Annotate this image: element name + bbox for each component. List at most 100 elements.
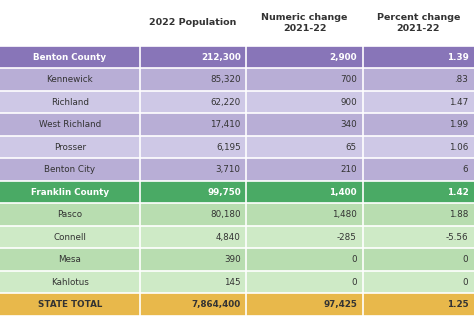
Bar <box>363 248 474 271</box>
Text: Connell: Connell <box>54 233 86 242</box>
Text: 2,900: 2,900 <box>329 52 357 62</box>
Text: Percent change
2021-22: Percent change 2021-22 <box>377 13 460 33</box>
Text: 2022 Population: 2022 Population <box>149 18 237 27</box>
Bar <box>246 248 363 271</box>
Bar <box>246 0 363 46</box>
Text: 212,300: 212,300 <box>201 52 241 62</box>
Text: 1,400: 1,400 <box>329 188 357 197</box>
Bar <box>0 68 140 91</box>
Bar <box>363 136 474 158</box>
Bar <box>140 248 246 271</box>
Text: 900: 900 <box>340 98 357 106</box>
Text: 3,710: 3,710 <box>216 165 241 174</box>
Bar <box>246 204 363 226</box>
Bar <box>246 68 363 91</box>
Bar <box>246 91 363 113</box>
Text: 6,195: 6,195 <box>216 143 241 152</box>
Text: 97,425: 97,425 <box>323 300 357 309</box>
Text: Benton City: Benton City <box>45 165 95 174</box>
Text: 0: 0 <box>463 278 468 287</box>
Text: 340: 340 <box>340 120 357 129</box>
Text: 1.42: 1.42 <box>447 188 468 197</box>
Text: 0: 0 <box>351 255 357 264</box>
Bar <box>0 271 140 294</box>
Bar <box>0 0 140 46</box>
Text: 6: 6 <box>463 165 468 174</box>
Bar <box>363 113 474 136</box>
Bar <box>246 113 363 136</box>
Bar <box>363 294 474 316</box>
Bar <box>363 226 474 248</box>
Bar <box>140 113 246 136</box>
Bar <box>140 181 246 204</box>
Text: 210: 210 <box>340 165 357 174</box>
Text: Mesa: Mesa <box>58 255 82 264</box>
Text: 1.88: 1.88 <box>449 210 468 219</box>
Bar <box>363 158 474 181</box>
Text: Franklin County: Franklin County <box>31 188 109 197</box>
Text: West Richland: West Richland <box>39 120 101 129</box>
Bar <box>0 113 140 136</box>
Text: 0: 0 <box>463 255 468 264</box>
Text: 1,480: 1,480 <box>332 210 357 219</box>
Text: 4,840: 4,840 <box>216 233 241 242</box>
Text: 85,320: 85,320 <box>210 75 241 84</box>
Text: .83: .83 <box>455 75 468 84</box>
Bar <box>140 46 246 68</box>
Text: -285: -285 <box>337 233 357 242</box>
Text: Richland: Richland <box>51 98 89 106</box>
Text: Kahlotus: Kahlotus <box>51 278 89 287</box>
Bar <box>363 0 474 46</box>
Text: 62,220: 62,220 <box>210 98 241 106</box>
Bar <box>363 204 474 226</box>
Text: 1.39: 1.39 <box>447 52 468 62</box>
Bar <box>140 204 246 226</box>
Bar <box>140 226 246 248</box>
Text: 1.06: 1.06 <box>449 143 468 152</box>
Text: 0: 0 <box>351 278 357 287</box>
Bar <box>246 136 363 158</box>
Text: 1.47: 1.47 <box>449 98 468 106</box>
Bar <box>363 68 474 91</box>
Bar <box>246 158 363 181</box>
Bar <box>0 248 140 271</box>
Text: 145: 145 <box>224 278 241 287</box>
Bar <box>0 226 140 248</box>
Text: Prosser: Prosser <box>54 143 86 152</box>
Bar <box>363 181 474 204</box>
Bar <box>0 204 140 226</box>
Text: 700: 700 <box>340 75 357 84</box>
Bar <box>140 0 246 46</box>
Bar <box>0 158 140 181</box>
Bar <box>140 271 246 294</box>
Bar <box>363 91 474 113</box>
Bar <box>363 271 474 294</box>
Bar <box>0 91 140 113</box>
Text: Pasco: Pasco <box>57 210 82 219</box>
Text: Kennewick: Kennewick <box>46 75 93 84</box>
Bar <box>246 294 363 316</box>
Text: Numeric change
2021-22: Numeric change 2021-22 <box>261 13 348 33</box>
Bar <box>363 46 474 68</box>
Bar <box>140 68 246 91</box>
Text: 390: 390 <box>224 255 241 264</box>
Text: 17,410: 17,410 <box>210 120 241 129</box>
Text: STATE TOTAL: STATE TOTAL <box>38 300 102 309</box>
Bar <box>0 294 140 316</box>
Bar <box>140 91 246 113</box>
Bar <box>0 136 140 158</box>
Bar <box>140 158 246 181</box>
Text: 99,750: 99,750 <box>207 188 241 197</box>
Bar <box>246 181 363 204</box>
Text: 80,180: 80,180 <box>210 210 241 219</box>
Bar <box>246 271 363 294</box>
Bar <box>140 294 246 316</box>
Text: 65: 65 <box>346 143 357 152</box>
Bar <box>246 226 363 248</box>
Bar <box>0 46 140 68</box>
Text: Benton County: Benton County <box>33 52 107 62</box>
Bar <box>246 46 363 68</box>
Text: 7,864,400: 7,864,400 <box>191 300 241 309</box>
Text: 1.25: 1.25 <box>447 300 468 309</box>
Bar <box>0 181 140 204</box>
